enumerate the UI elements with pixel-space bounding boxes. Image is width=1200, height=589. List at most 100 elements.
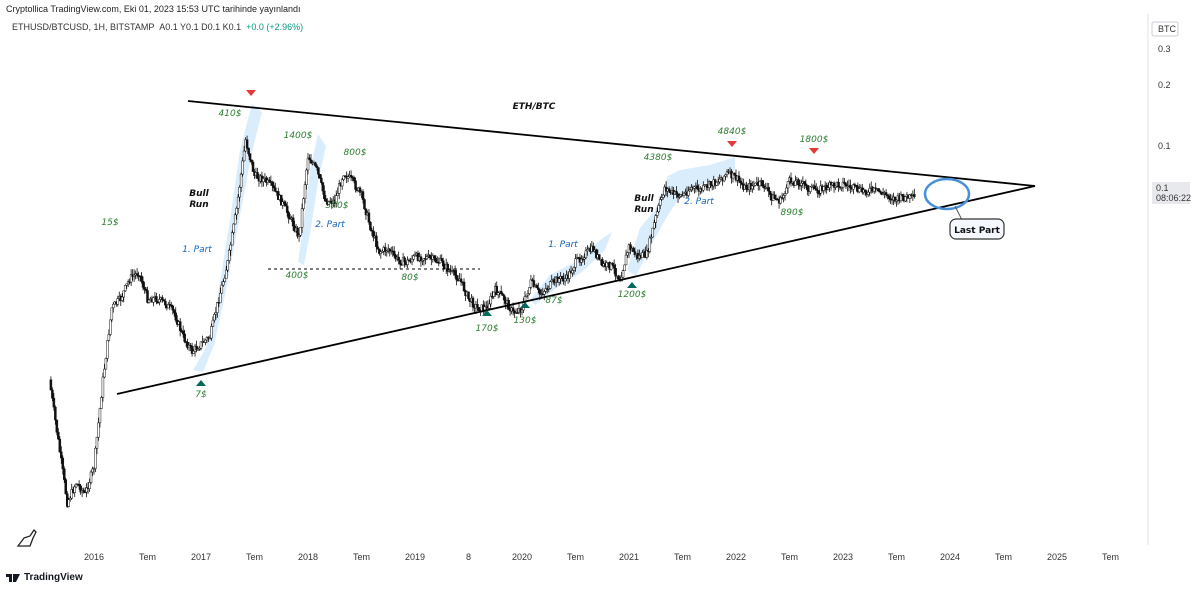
price-annotation: 4380$ [644, 153, 673, 163]
top-marker-2017 [246, 90, 256, 96]
candle-body [225, 269, 228, 279]
y-tick-label: 0.2 [1158, 80, 1171, 90]
candle-body [199, 341, 203, 349]
candle-body [349, 175, 353, 178]
candle-body [280, 194, 283, 206]
candle-body [651, 227, 655, 238]
candle-body [320, 177, 323, 183]
candle-body [881, 193, 885, 195]
candle-body [834, 185, 837, 188]
candle-body [813, 185, 817, 190]
candle-body [658, 199, 662, 206]
candle-body [79, 485, 82, 493]
candle-body [722, 175, 726, 182]
x-tick-label: Tem [888, 552, 905, 562]
ohlc-values: A0.1 Y0.1 D0.1 K0.1 [159, 22, 242, 32]
bottom-marker-2021 [627, 282, 637, 288]
candle-body [300, 208, 304, 228]
candle-body [398, 259, 402, 265]
upper-trendline[interactable] [187, 100, 1036, 187]
candle-body [895, 199, 898, 202]
candle-body [233, 214, 237, 225]
bull-run-label: Bull [189, 189, 209, 199]
candle-body [155, 296, 158, 303]
candle-body [661, 194, 665, 198]
candle-body [256, 172, 259, 179]
candle-body [123, 285, 127, 292]
candle-body [595, 249, 598, 259]
candle-body [761, 180, 764, 187]
highlight-band-2021-part2 [627, 157, 735, 276]
candle-body [268, 179, 271, 182]
phase-label: 1. Part [548, 240, 578, 250]
candle-body [327, 200, 331, 205]
lower-trendline[interactable] [116, 185, 1036, 395]
candle-series[interactable] [49, 135, 916, 508]
candle-body [132, 274, 136, 277]
candle-body [782, 195, 785, 199]
candle-body [323, 190, 326, 200]
candle-body [800, 182, 803, 186]
candle-body [453, 270, 457, 276]
x-tick-label: 2017 [191, 552, 211, 562]
candle-body [709, 181, 712, 186]
candle-body [287, 212, 290, 219]
candle-body [581, 258, 585, 261]
candle-body [110, 307, 114, 321]
candle-body [459, 278, 463, 283]
candle-body [657, 205, 660, 213]
candle-body [370, 229, 374, 232]
candle-body [826, 187, 830, 191]
candle-body [68, 497, 72, 500]
candle-body [592, 245, 595, 252]
candle-body [192, 350, 195, 354]
candle-body [60, 451, 63, 459]
candle-body [248, 153, 252, 161]
candle-body [378, 248, 381, 254]
candle-body [467, 291, 470, 299]
last-price-label: 0.1 [1156, 183, 1169, 193]
candle-body [97, 422, 100, 438]
candle-body [303, 184, 307, 199]
candle-body [51, 389, 54, 399]
candle-body [236, 196, 240, 209]
candle-body [849, 184, 852, 189]
price-annotation: 4840$ [718, 127, 747, 137]
candle-body [901, 194, 904, 197]
time-axis[interactable]: 2016 Tem 2017 Tem 2018 Tem 2019 8 2020 Tem 2021 Tem… [84, 552, 1119, 562]
candle-body [318, 174, 322, 179]
candle-body [122, 290, 125, 298]
candle-body [239, 173, 243, 188]
candle-body [334, 195, 338, 204]
last-part-ellipse [923, 177, 971, 211]
candle-body [843, 181, 846, 184]
last-part-callout: Last Part [954, 226, 1000, 236]
candle-body [208, 337, 212, 340]
candle-body [94, 447, 97, 469]
candle-body [440, 258, 443, 261]
candle-body [196, 349, 200, 351]
price-scale[interactable]: BTC 0.3 0.2 0.1 0.1 08:06:22 [1147, 14, 1191, 545]
candle-body [535, 284, 539, 289]
bull-run-label: Run [189, 200, 208, 210]
candle-body [91, 468, 94, 473]
candle-body [489, 295, 493, 305]
candle-body [584, 250, 588, 258]
candle-body [336, 193, 339, 196]
candle-body [363, 199, 366, 210]
candle-body [893, 196, 897, 202]
candle-body [908, 194, 912, 199]
candle-body [302, 198, 305, 209]
price-annotation: 80$ [401, 273, 418, 283]
candle-body [626, 252, 629, 256]
candle-body [216, 302, 219, 313]
phase-label: 1. Part [182, 245, 212, 255]
x-tick-label: 2022 [726, 552, 746, 562]
candle-body [580, 258, 583, 263]
candle-body [296, 227, 299, 237]
candle-body [64, 479, 68, 494]
candle-body [678, 195, 681, 198]
candle-body [419, 256, 423, 262]
candle-body [840, 187, 843, 189]
